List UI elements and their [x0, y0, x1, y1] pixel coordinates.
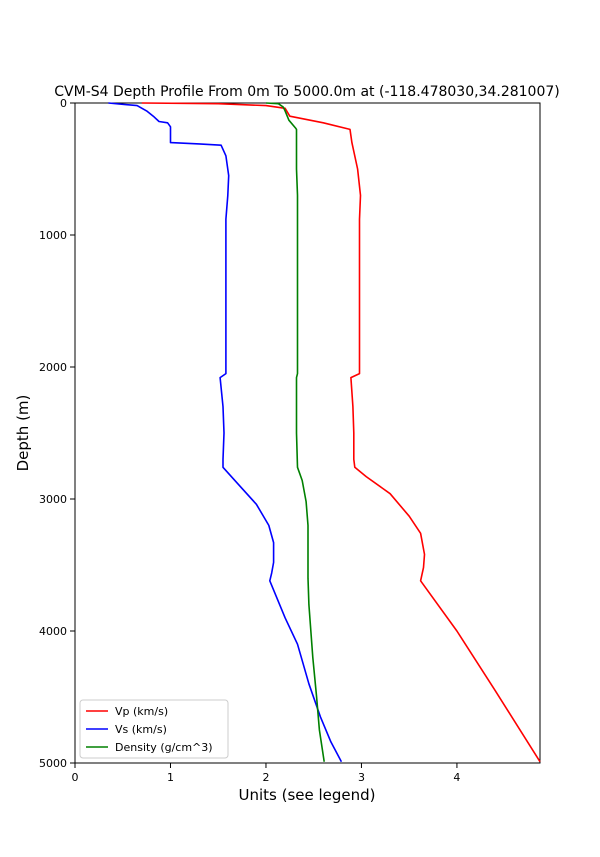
x-tick-label: 1 [167, 771, 174, 784]
x-tick-label: 0 [72, 771, 79, 784]
legend-label-1: Vs (km/s) [115, 723, 167, 736]
x-tick-label: 4 [453, 771, 460, 784]
plot-area-frame [74, 102, 541, 764]
y-tick-label: 2000 [39, 361, 67, 374]
y-tick-label: 3000 [39, 493, 67, 506]
y-tick-label: 4000 [39, 625, 67, 638]
x-tick-label: 2 [262, 771, 269, 784]
chart-title: CVM-S4 Depth Profile From 0m To 5000.0m … [54, 84, 559, 100]
legend: Vp (km/s) Vs (km/s) Density (g/cm^3) [79, 699, 229, 759]
series-line-2 [265, 102, 325, 762]
series-line-0 [141, 102, 541, 763]
series-line-1 [108, 102, 343, 763]
x-axis-label: Units (see legend) [238, 786, 375, 804]
legend-box [79, 699, 229, 759]
y-axis-label: Depth (m) [14, 395, 32, 472]
x-axis-ticks: 0 1 2 3 4 [72, 763, 460, 784]
y-axis-ticks: 0 1000 2000 3000 4000 5000 [39, 97, 75, 770]
y-tick-label: 0 [60, 97, 67, 110]
y-tick-label: 5000 [39, 757, 67, 770]
legend-label-0: Vp (km/s) [115, 705, 168, 718]
x-tick-label: 3 [358, 771, 365, 784]
legend-label-2: Density (g/cm^3) [115, 741, 213, 754]
y-tick-label: 1000 [39, 229, 67, 242]
series-layer [108, 102, 541, 763]
